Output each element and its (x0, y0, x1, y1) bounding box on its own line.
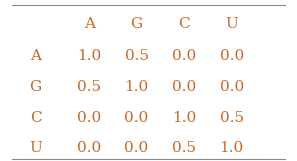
Text: 0.0: 0.0 (77, 111, 101, 124)
Text: 1.0: 1.0 (77, 49, 101, 63)
Text: 1.0: 1.0 (124, 80, 149, 94)
Text: 0.0: 0.0 (124, 141, 149, 155)
Text: 0.0: 0.0 (219, 49, 244, 63)
Text: U: U (29, 141, 42, 155)
Text: 0.0: 0.0 (219, 80, 244, 94)
Text: C: C (178, 17, 190, 31)
Text: 1.0: 1.0 (172, 111, 196, 124)
Text: A: A (83, 17, 95, 31)
Text: C: C (30, 111, 42, 124)
Text: 0.0: 0.0 (77, 141, 101, 155)
Text: G: G (130, 17, 143, 31)
Text: 0.0: 0.0 (124, 111, 149, 124)
Text: 0.0: 0.0 (172, 80, 196, 94)
Text: 0.5: 0.5 (172, 141, 196, 155)
Text: 0.5: 0.5 (77, 80, 101, 94)
Text: G: G (29, 80, 42, 94)
Text: 0.5: 0.5 (219, 111, 244, 124)
Text: A: A (30, 49, 41, 63)
Text: 0.0: 0.0 (172, 49, 196, 63)
Text: 1.0: 1.0 (219, 141, 244, 155)
Text: 0.5: 0.5 (124, 49, 149, 63)
Text: U: U (225, 17, 238, 31)
